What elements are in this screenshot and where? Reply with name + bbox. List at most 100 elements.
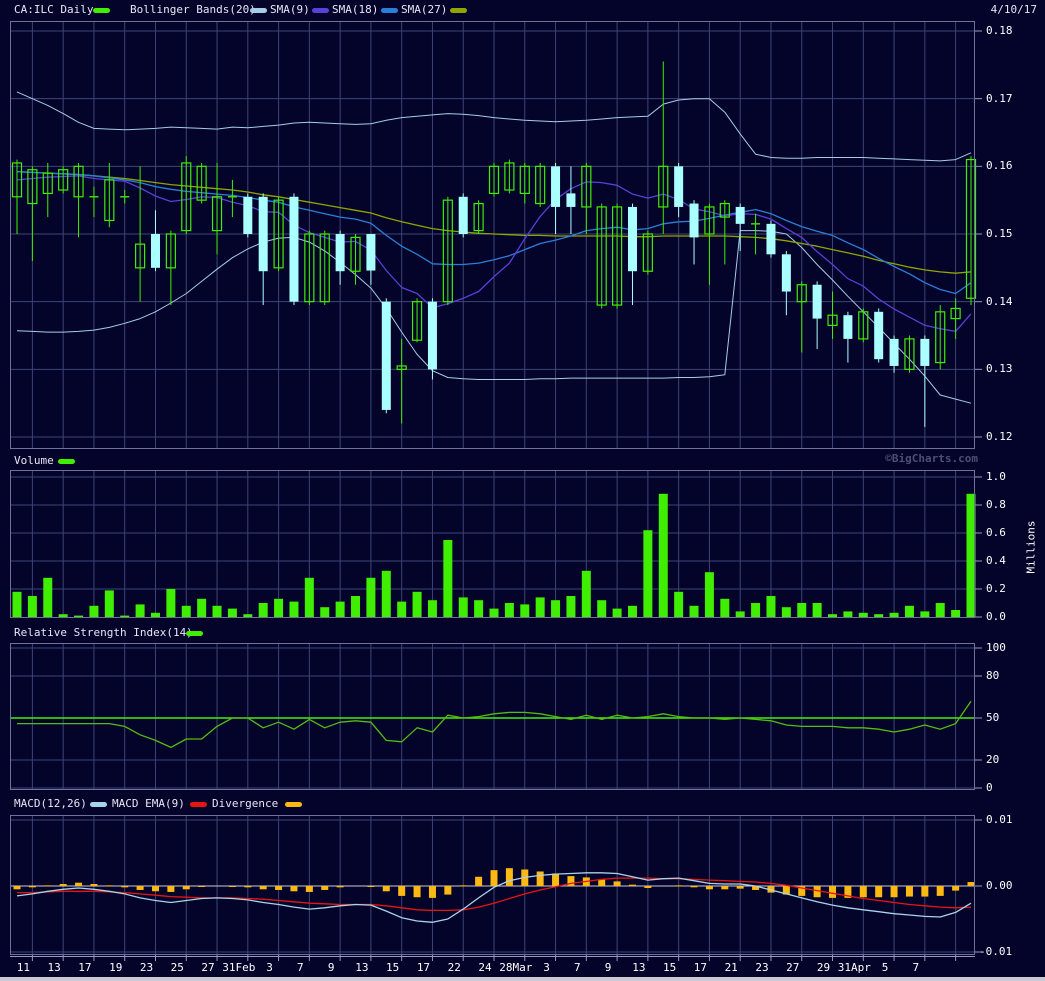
x-axis-label: 24 [478,961,492,974]
x-axis-label: 31Apr [837,961,871,974]
volume-bar [920,611,930,617]
divergence-bar [475,876,483,886]
divergence-bar [413,886,421,898]
x-axis-label: 22 [447,961,461,974]
rsi-axis-label: 80 [986,669,1000,682]
macd-section-label: MACD(12,26) [14,797,87,810]
divergence-bar [13,886,21,890]
candle [11,159,23,234]
legend-sma18-label: SMA(18) [332,3,379,16]
volume-bar [643,530,653,617]
candle [642,230,653,275]
volume-bar [951,610,961,617]
divergence-bar [105,885,113,887]
divergence-bar [782,886,790,895]
legend-bollinger-label: Bollinger Bands(20) [130,3,256,16]
divergence-bar [244,886,252,888]
candle [243,193,253,238]
candle [551,162,561,234]
volume-bar [320,607,330,617]
price-axis-label: 0.13 [986,362,1013,376]
divergence-bar [275,886,283,890]
candle [627,203,637,306]
bollinger-lower-line [16,230,972,404]
macd-swatch-icon [90,802,107,807]
divergence-swatch-icon [285,802,302,807]
candle [658,61,669,234]
x-axis-label: 7 [297,961,304,974]
sma9-line-group [16,175,972,333]
divergence-bar [875,886,883,898]
candle [796,281,807,353]
bollinger-lower-line-group [16,230,972,404]
divergence-bar [167,886,175,892]
candles [11,61,977,427]
x-axis-label: 28Mar [499,961,533,974]
volume-bar [812,603,822,617]
candle [442,196,453,306]
divergence-bar [859,886,867,898]
volume-axis-label: 0.0 [986,610,1006,623]
volume-bar [381,570,391,617]
volume-bar [427,600,437,617]
sma27-line-group [16,171,972,274]
divergence-bar [921,886,929,897]
candle [781,250,791,316]
divergence-bar [567,876,575,886]
volume-bar [551,600,561,617]
sma18-line-group [16,171,972,295]
bollinger-upper-line-group [16,91,972,162]
candle [273,196,284,272]
divergence-bar [536,871,544,886]
x-axis-label: 3 [543,961,550,974]
macd-ema-label: MACD EMA(9) [112,797,185,810]
rsi-gridlines [10,643,975,790]
divergence-bar [490,870,498,886]
volume-bar [443,540,453,617]
candle [504,159,515,194]
macd-ema-line-group [17,877,972,912]
candle [843,311,853,363]
volume-bar [566,596,576,617]
divergence-label: Divergence [212,797,279,810]
divergence-bar [644,886,652,888]
divergence-bar [121,886,129,888]
divergence-bar [228,886,236,887]
x-axis-label: 19 [109,961,123,974]
candle [411,298,423,343]
x-axis-label: 27 [786,961,800,974]
sma9-swatch-icon [312,8,329,13]
macd-ema-swatch-icon [190,802,207,807]
price-axis-label: 0.15 [986,227,1013,240]
sma9-line [16,175,972,333]
rsi-axis-label: 50 [986,711,1000,724]
sma27-swatch-icon [450,8,467,13]
candle [674,162,684,218]
candle [289,193,299,306]
volume-bar [674,591,684,617]
volume-bar [135,604,145,617]
x-axis-label: 21 [724,961,738,974]
divergence-bar [752,886,760,890]
volume-bar [704,572,714,617]
volume-bar [720,598,730,617]
divergence-bar [690,886,698,888]
rsi-line [17,700,972,749]
candle [427,298,437,380]
candle [827,291,838,339]
macd-axis-label: 0.00 [986,879,1013,892]
candle [196,162,207,204]
price-axis-label: 0.12 [986,430,1013,443]
x-axis-label: 7 [912,961,920,974]
volume-bar [227,608,237,617]
candle [950,298,961,339]
x-axis-label: 13 [355,961,369,974]
price-axis-label: 0.18 [986,24,1013,37]
candle [889,335,899,373]
candle [258,193,268,306]
divergence-bar [59,884,67,886]
divergence-bar [613,881,621,886]
volume-bar [489,608,499,617]
sma27-line [16,171,972,274]
divergence-bar [398,886,406,896]
